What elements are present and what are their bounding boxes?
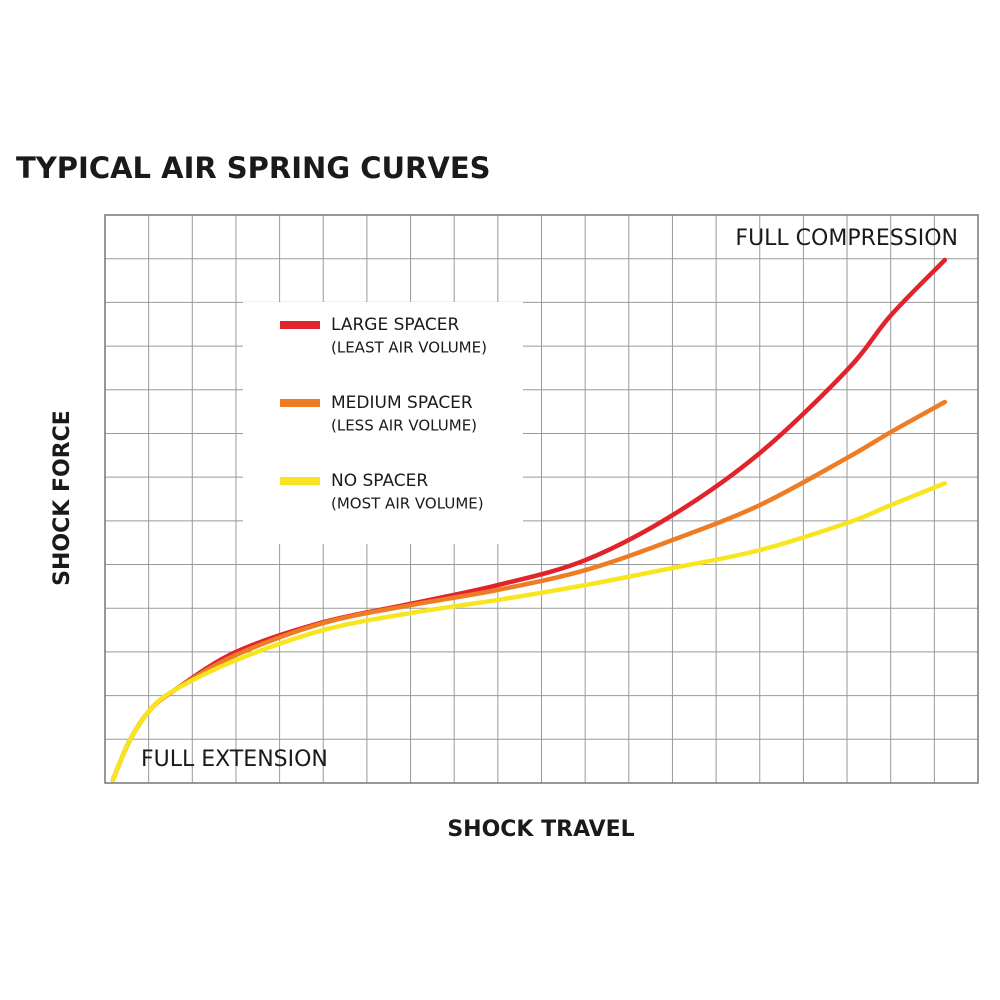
annotation: FULL COMPRESSION [735,226,958,251]
plot-frame [104,214,979,784]
legend-label: NO SPACER [331,471,428,491]
series-line [110,399,948,783]
legend-note: (MOST AIR VOLUME) [331,495,484,513]
legend-note: (LEAST AIR VOLUME) [331,339,487,357]
legend-label: MEDIUM SPACER [331,393,473,413]
x-axis-label: SHOCK TRAVEL [447,817,634,842]
legend-swatch [280,399,320,407]
series-line [110,481,948,783]
chart-title: TYPICAL AIR SPRING CURVES [16,151,491,185]
legend-swatch [280,321,320,329]
legend-box [243,302,523,544]
annotation: FULL EXTENSION [141,747,328,772]
legend-swatch [280,477,320,485]
legend-label: LARGE SPACER [331,315,460,335]
y-axis-label: SHOCK FORCE [50,410,75,586]
legend-note: (LESS AIR VOLUME) [331,417,477,435]
series-line [110,257,948,783]
